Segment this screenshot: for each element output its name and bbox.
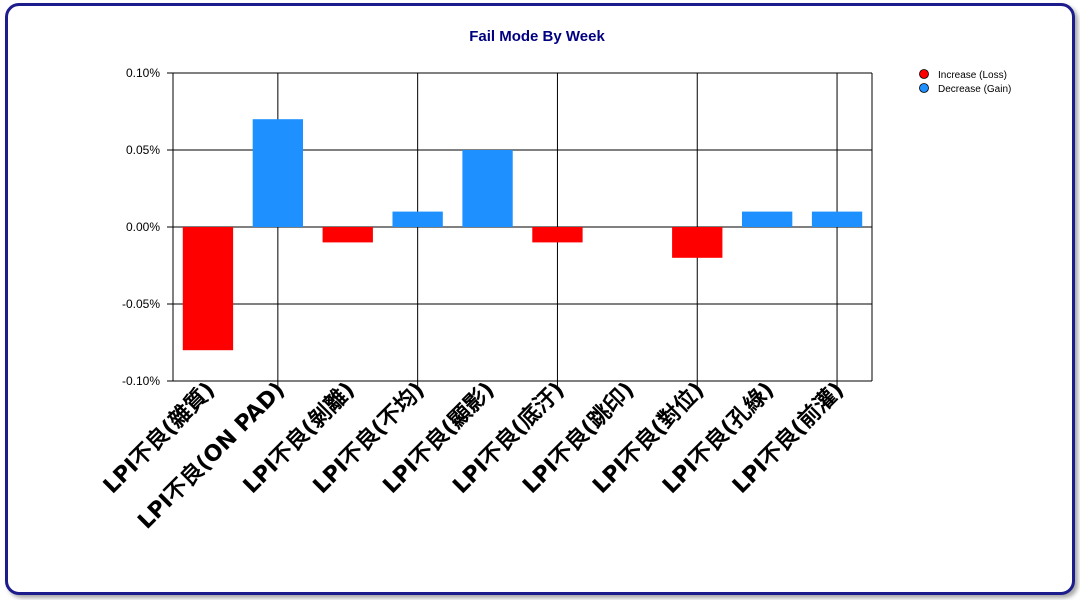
y-tick-label: 0.00% <box>126 220 160 234</box>
legend-marker-increase <box>919 69 929 79</box>
bars-group <box>182 119 863 351</box>
y-tick-label: -0.10% <box>122 374 160 388</box>
x-tick-labels: LPI不良(雜質)LPI不良(ON PAD)LPI不良(剝離)LPI不良(不均)… <box>98 377 849 534</box>
y-tick-label: 0.05% <box>126 143 160 157</box>
bar-3 <box>322 227 373 243</box>
bar-10 <box>811 211 863 227</box>
legend-label-decrease: Decrease (Gain) <box>938 84 1011 95</box>
legend-marker-decrease <box>919 83 929 93</box>
chart-title: Fail Mode By Week <box>469 28 605 45</box>
bar-9 <box>741 211 793 227</box>
bar-5 <box>462 150 513 227</box>
y-tick-labels: 0.10% 0.05% 0.00% -0.05% -0.10% <box>122 66 160 388</box>
bar-2 <box>252 119 304 227</box>
bar-4 <box>392 211 443 227</box>
bar-6 <box>532 227 583 243</box>
y-tick-label: 0.10% <box>126 66 160 80</box>
y-tick-label: -0.05% <box>122 297 160 311</box>
axes-group <box>167 72 873 382</box>
legend-label-increase: Increase (Loss) <box>938 70 1007 81</box>
legend: Increase (Loss) Decrease (Gain) <box>919 69 1011 95</box>
bar-1 <box>182 227 234 351</box>
bar-8 <box>672 227 723 258</box>
